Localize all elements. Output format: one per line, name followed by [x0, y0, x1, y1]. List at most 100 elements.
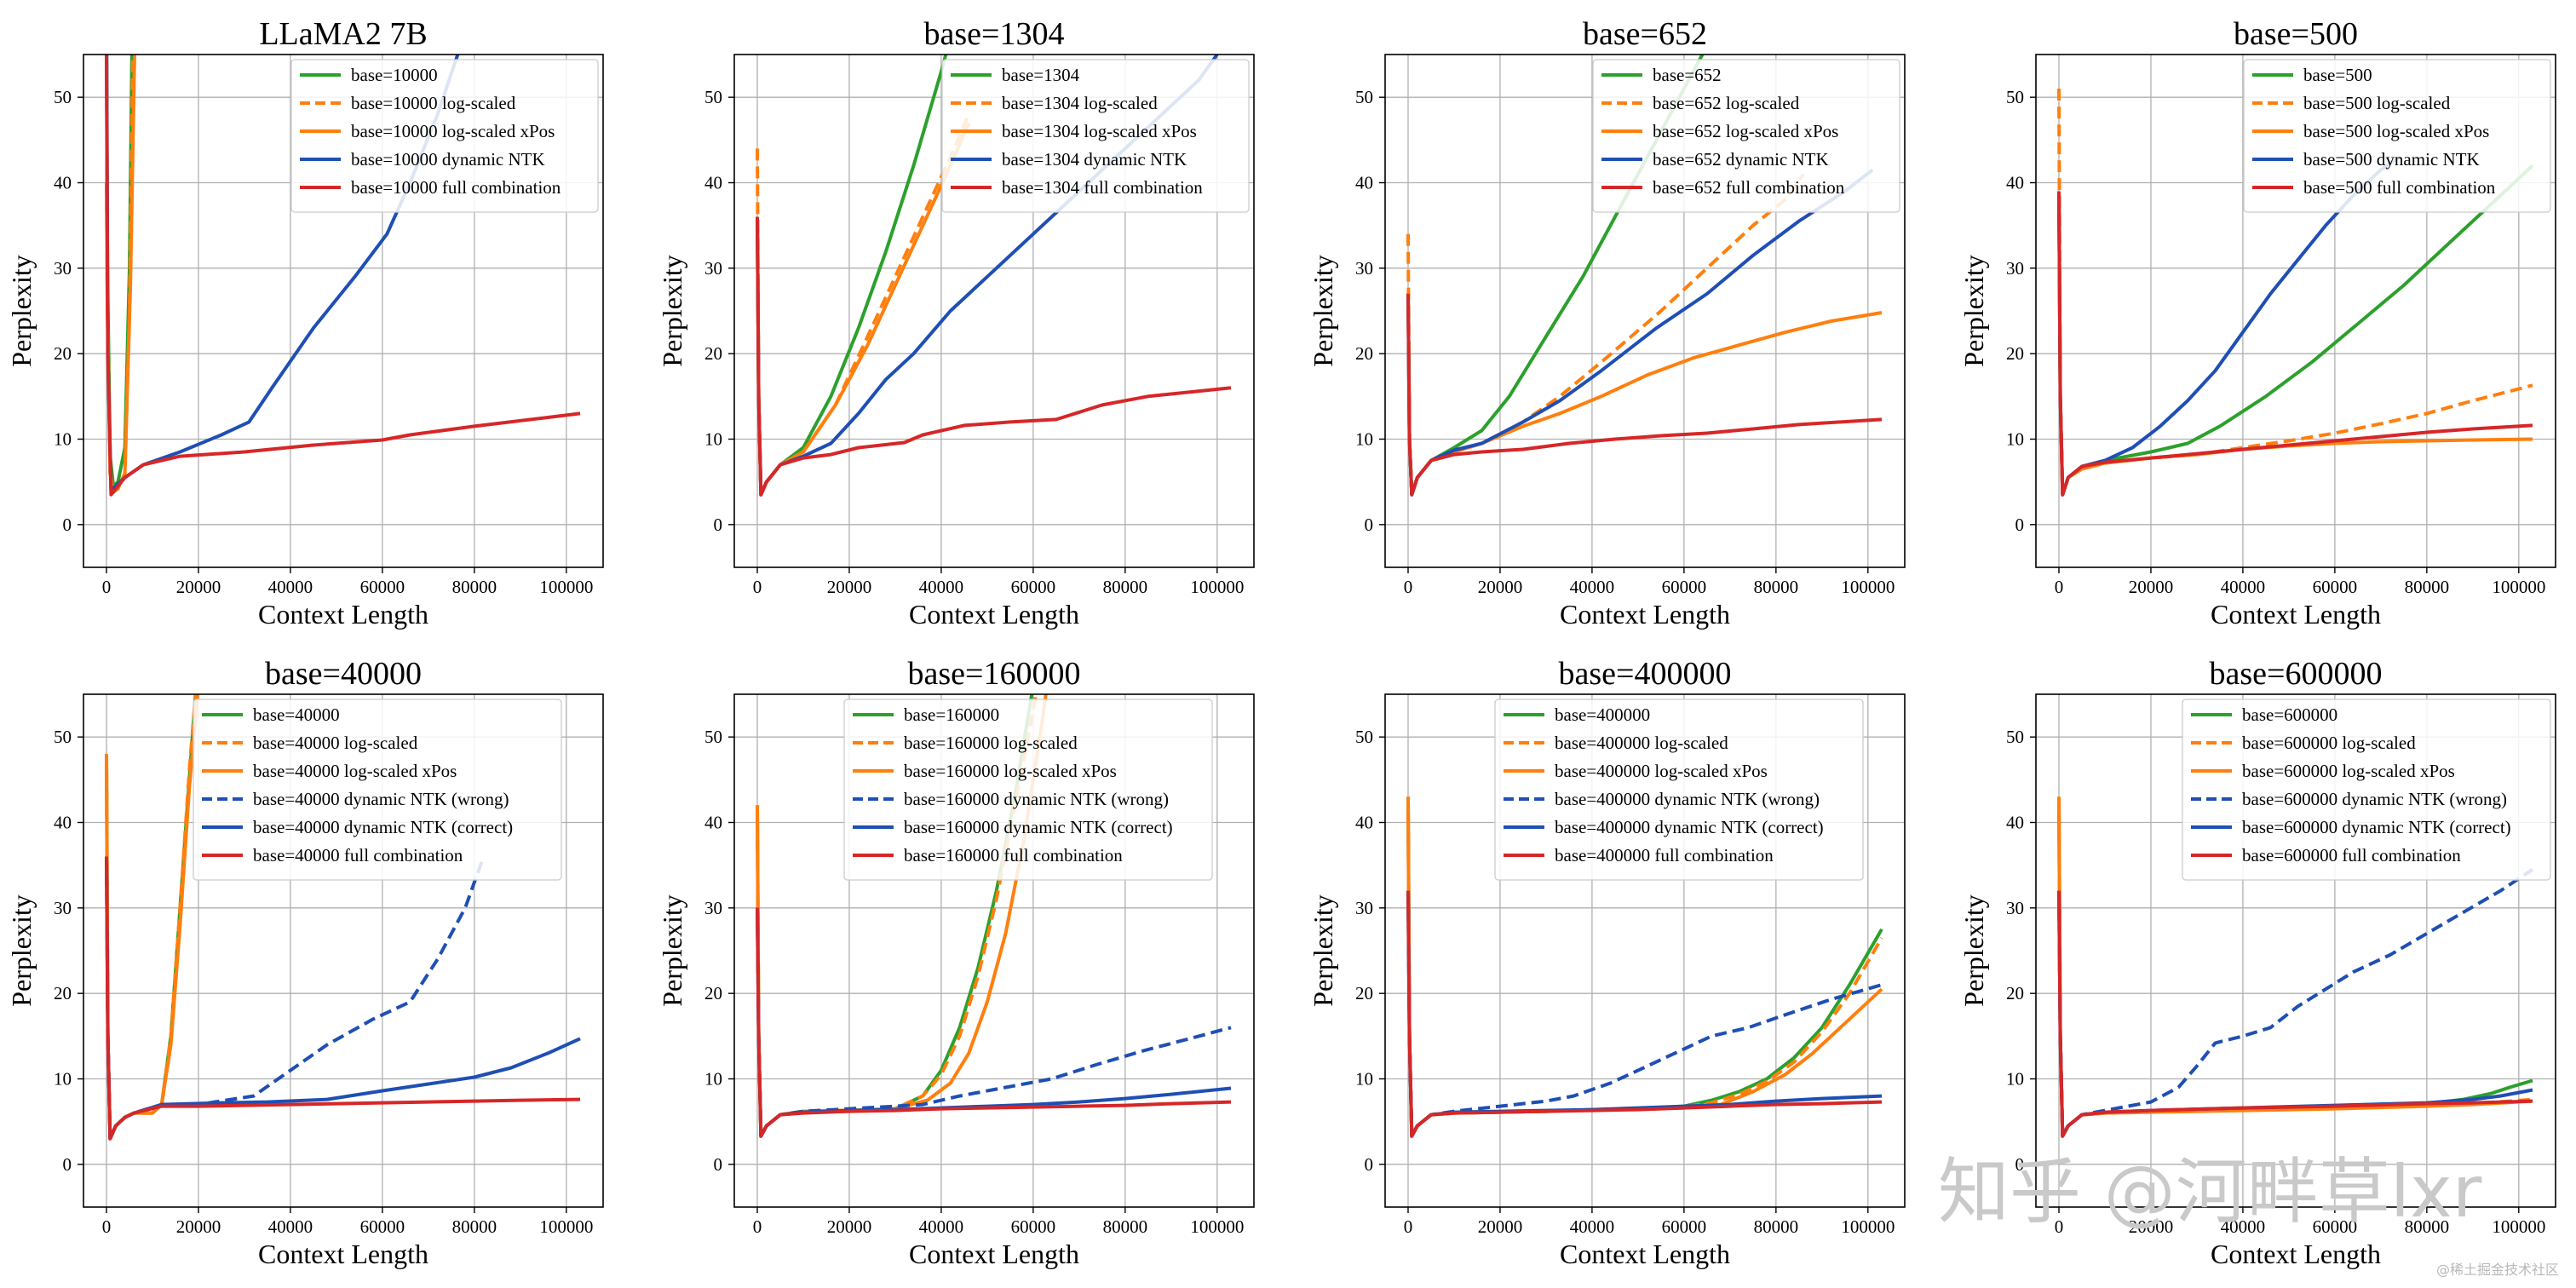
- chart-title: LLaMA2 7B: [259, 16, 427, 52]
- y-tick-label: 40: [54, 813, 72, 833]
- x-tick-label: 20000: [176, 1216, 221, 1237]
- x-axis-label: Context Length: [2211, 599, 2381, 630]
- legend-box: [290, 59, 599, 213]
- x-tick-label: 0: [1404, 577, 1413, 597]
- y-tick-label: 30: [2006, 258, 2024, 279]
- legend-label: base=652 dynamic NTK: [1653, 149, 1829, 170]
- x-tick-label: 100000: [2492, 1216, 2545, 1237]
- y-tick-label: 30: [1355, 898, 1373, 918]
- legend-label: base=10000 full combination: [351, 177, 561, 198]
- legend-label: base=160000: [904, 704, 999, 725]
- x-axis-label: Context Length: [909, 599, 1079, 630]
- x-tick-label: 0: [102, 577, 112, 597]
- legend-label: base=10000 dynamic NTK: [351, 149, 545, 170]
- x-tick-label: 20000: [2129, 1216, 2174, 1237]
- y-tick-label: 10: [2006, 429, 2024, 450]
- legend-label: base=40000 dynamic NTK (correct): [253, 817, 513, 837]
- legend: base=400000 base=400000 log-scaled base=40…: [1494, 699, 1864, 881]
- y-tick-label: 30: [1355, 258, 1373, 279]
- y-tick-label: 40: [1355, 173, 1373, 193]
- series-group: [1406, 796, 1883, 1138]
- y-tick-label: 50: [704, 87, 722, 107]
- chart-title: base=652: [1583, 16, 1707, 52]
- legend-label: base=1304 log-scaled: [1002, 93, 1158, 113]
- chart-title: base=40000: [265, 656, 422, 692]
- x-tick-label: 20000: [827, 1216, 872, 1237]
- panels: 0 20000 40000 60000 80000 10000001020304050LL…: [6, 16, 2556, 1269]
- chart-title: base=600000: [2210, 656, 2383, 692]
- legend-label: base=652 log-scaled xPos: [1653, 121, 1838, 141]
- legend: base=500 base=500 log-scaled base=500 log-…: [2243, 59, 2551, 213]
- x-tick-label: 20000: [1478, 1216, 1523, 1237]
- series-line-5: [756, 216, 1232, 497]
- x-tick-label: 60000: [360, 1216, 405, 1237]
- x-axis-label: Context Length: [258, 599, 428, 630]
- x-tick-label: 20000: [827, 577, 872, 597]
- plot-frame: [733, 693, 1255, 1208]
- legend-label: base=600000 full combination: [2242, 845, 2461, 865]
- y-axis-label: Perplexity: [1958, 894, 1989, 1007]
- x-tick-label: 0: [753, 1216, 762, 1237]
- x-tick-label: 20000: [1478, 577, 1523, 597]
- legend-label: base=40000 full combination: [253, 845, 463, 865]
- y-tick-label: 0: [2015, 515, 2025, 535]
- legend-box: [2243, 59, 2551, 213]
- y-tick-label: 20: [2006, 343, 2024, 364]
- legend-box: [193, 699, 562, 881]
- x-tick-label: 0: [753, 577, 762, 597]
- y-tick-label: 40: [54, 173, 72, 193]
- x-tick-label: 100000: [539, 577, 593, 597]
- y-tick-label: 50: [2006, 87, 2024, 107]
- x-tick-label: 40000: [268, 1216, 313, 1237]
- legend-label: base=160000 dynamic NTK (wrong): [904, 789, 1169, 809]
- y-tick-label: 50: [54, 87, 72, 107]
- series-line-5: [105, 55, 581, 497]
- y-tick-label: 40: [2006, 173, 2024, 193]
- y-axis-label: Perplexity: [1958, 255, 1989, 367]
- plot-frame: [2035, 693, 2556, 1208]
- legend-label: base=652: [1653, 65, 1722, 85]
- y-tick-label: 0: [63, 515, 72, 535]
- chart-panel-6: 0 20000 40000 60000 80000 100000 0 10 20 30 40 50 ba…: [657, 656, 1255, 1269]
- series-line-6: [2057, 890, 2533, 1138]
- legend-label: base=160000 full combination: [904, 845, 1123, 865]
- x-tick-label: 60000: [1011, 577, 1056, 597]
- series-group: [2057, 796, 2534, 1138]
- x-axis-label: Context Length: [909, 1239, 1079, 1269]
- y-tick-label: 50: [1355, 87, 1373, 107]
- x-tick-label: 80000: [452, 577, 497, 597]
- plot-frame: [733, 54, 1255, 568]
- x-tick-label: 60000: [1662, 1216, 1707, 1237]
- y-axis-label: Perplexity: [1308, 255, 1338, 367]
- x-axis-label: Context Length: [1560, 1239, 1730, 1269]
- y-axis-label: Perplexity: [1308, 894, 1338, 1007]
- series-line-6: [756, 907, 1232, 1138]
- y-tick-label: 10: [1355, 1069, 1373, 1090]
- legend: base=600000 base=600000 log-scaled base=60…: [2182, 699, 2551, 881]
- y-tick-label: 10: [54, 429, 72, 450]
- plot-frame: [2035, 54, 2556, 568]
- plot-frame: [83, 693, 604, 1208]
- legend: base=40000 base=40000 log-scaled base=4000…: [193, 699, 562, 881]
- chart-title: base=500: [2234, 16, 2358, 52]
- chart-panel-1: 0 20000 40000 60000 80000 100000 0 10 20 30 40 50 LL…: [6, 16, 604, 630]
- legend-label: base=160000 dynamic NTK (correct): [904, 817, 1173, 837]
- x-tick-label: 80000: [452, 1216, 497, 1237]
- x-tick-label: 20000: [2129, 577, 2174, 597]
- y-tick-label: 0: [1365, 515, 1374, 535]
- x-tick-label: 100000: [539, 1216, 593, 1237]
- series-line-6: [1406, 890, 1883, 1138]
- series-group: [105, 55, 581, 497]
- legend-label: base=500: [2303, 65, 2372, 85]
- x-tick-label: 80000: [2405, 577, 2450, 597]
- x-tick-label: 80000: [1754, 577, 1799, 597]
- legend-label: base=400000 full combination: [1555, 845, 1774, 865]
- x-tick-label: 80000: [1103, 577, 1148, 597]
- series-group: [2057, 89, 2534, 497]
- chart-panel-2: 0 20000 40000 60000 80000 100000 0 10 20 30 40 50 ba…: [657, 16, 1255, 630]
- x-tick-label: 100000: [1190, 1216, 1244, 1237]
- x-tick-label: 40000: [1570, 1216, 1615, 1237]
- ticks: 0 20000 40000 60000 80000 100000 0 10 20 30 40 50: [1355, 727, 1895, 1237]
- legend-box: [1494, 699, 1864, 881]
- y-axis-label: Perplexity: [657, 255, 687, 367]
